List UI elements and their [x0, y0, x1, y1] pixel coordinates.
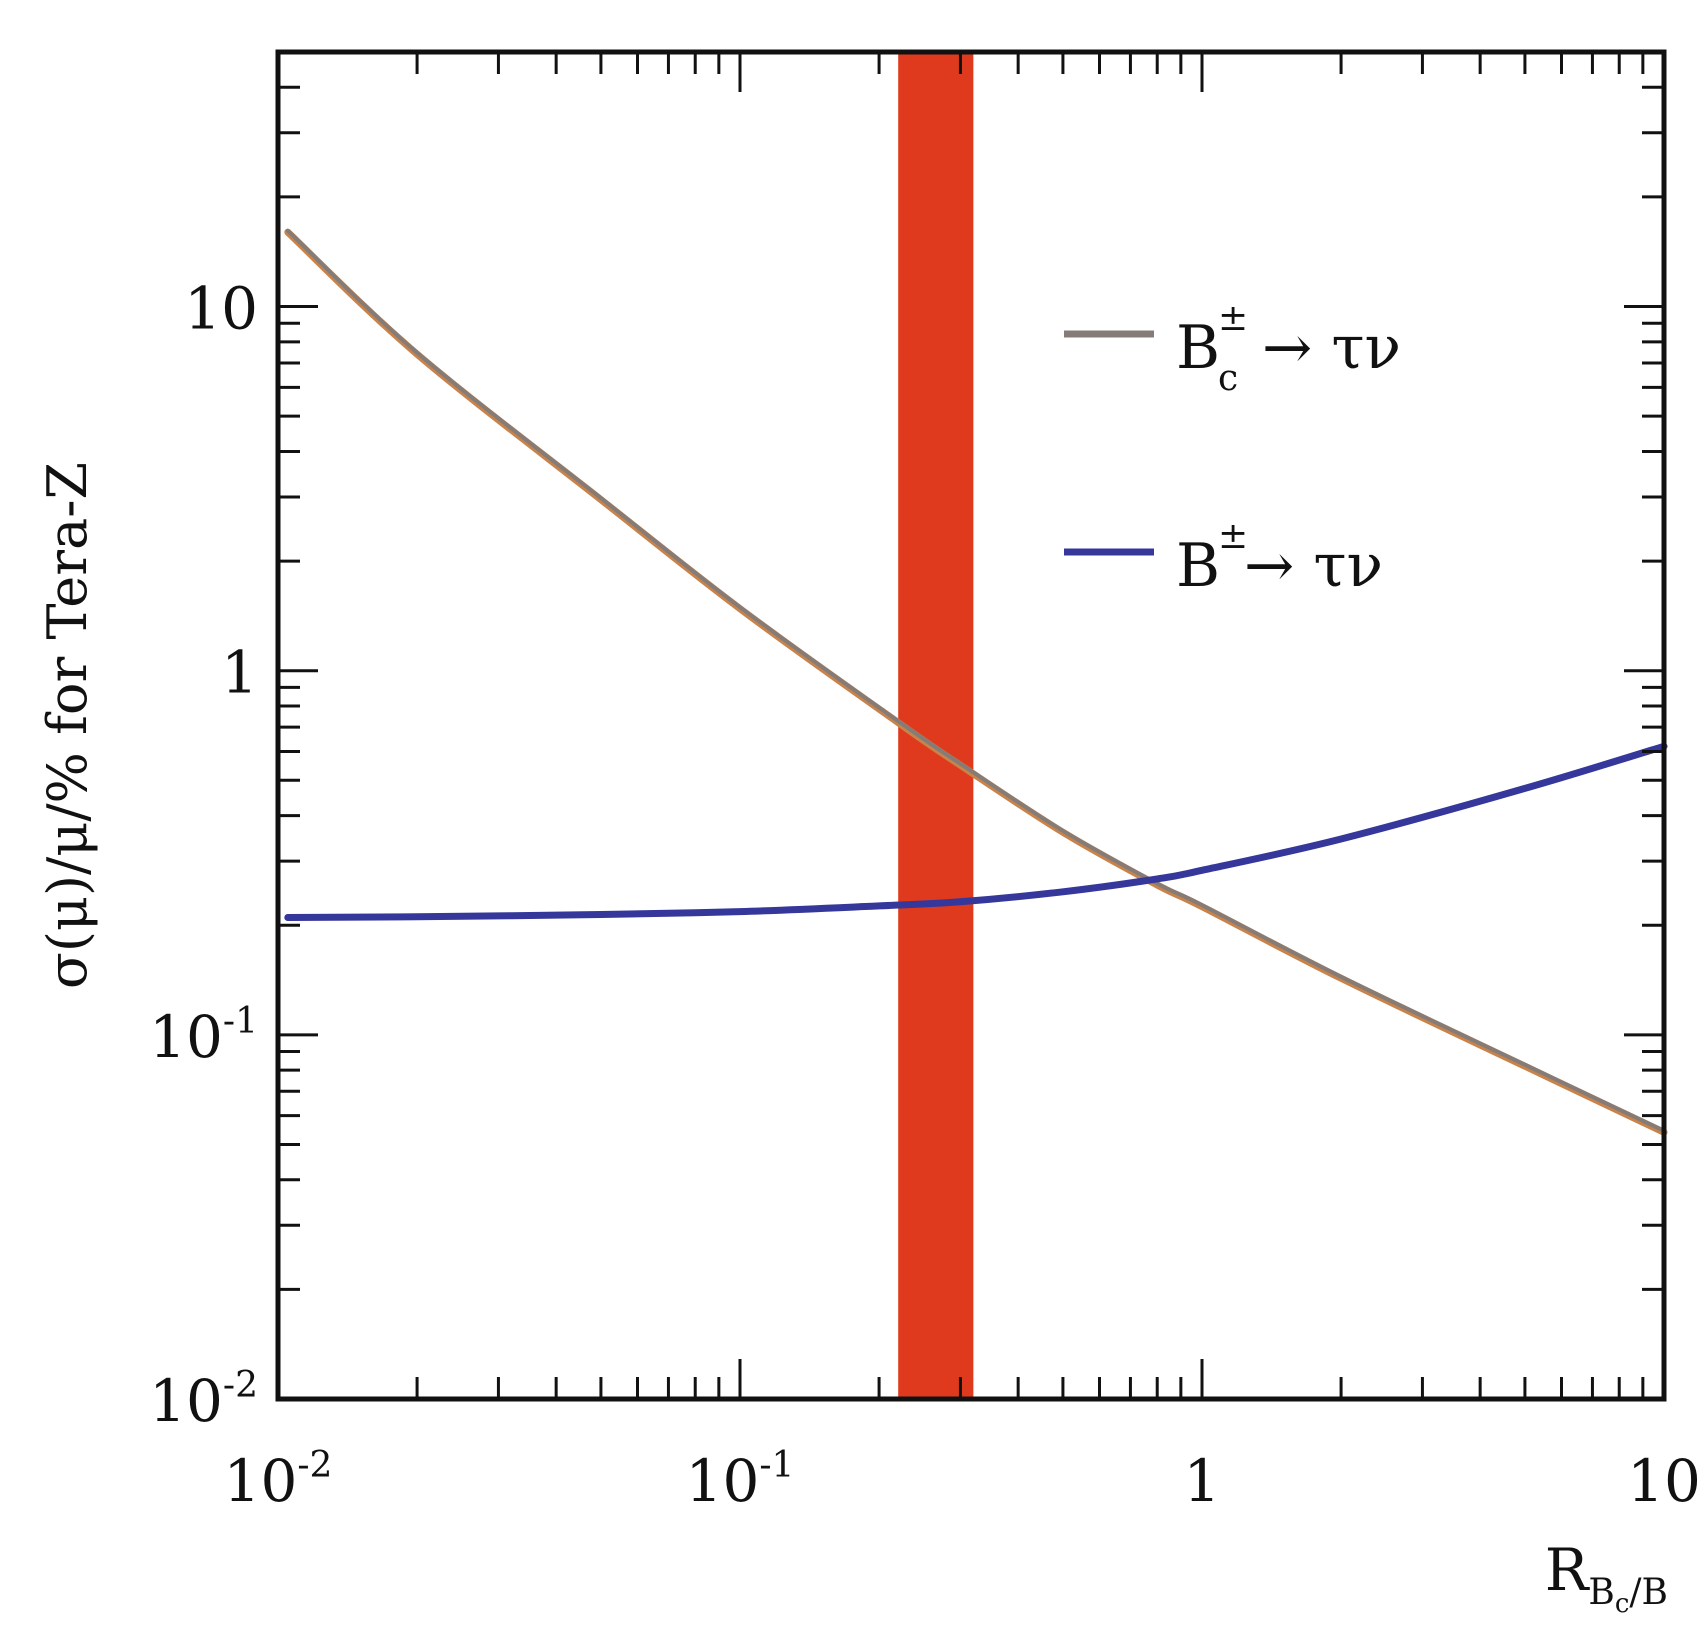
legend-tail-0: → τν — [1262, 313, 1401, 383]
highlight-band — [898, 52, 974, 1399]
plot-frame — [275, 49, 1667, 1402]
legend-sup-1: ± — [1218, 516, 1248, 557]
x-tick-label: 10-2 — [224, 1445, 333, 1515]
x-axis-label: RBc/B — [1545, 1536, 1668, 1619]
series-line-b — [284, 742, 1668, 921]
series-line-bc — [285, 228, 1666, 1133]
x-tick-label: 1 — [1184, 1447, 1221, 1515]
y-tick-label: 10-1 — [149, 1001, 258, 1071]
y-axis-label: σ(μ)/μ/% for Tera-Z — [36, 462, 99, 989]
legend-label-1: B — [1176, 531, 1220, 601]
y-tick-label: 10-2 — [149, 1365, 258, 1435]
y-tick-label: 1 — [221, 639, 258, 707]
legend-sup-0: ± — [1218, 298, 1248, 339]
y-tick-label: 10 — [184, 275, 258, 343]
legend-label-0: B — [1176, 313, 1220, 383]
x-tick-label: 10-1 — [686, 1445, 795, 1515]
legend-tail-1: → τν — [1244, 531, 1383, 601]
legend-subscript-0: c — [1218, 358, 1238, 399]
series-line-bc-edge — [284, 228, 1668, 1136]
x-tick-label: 10 — [1627, 1447, 1701, 1515]
